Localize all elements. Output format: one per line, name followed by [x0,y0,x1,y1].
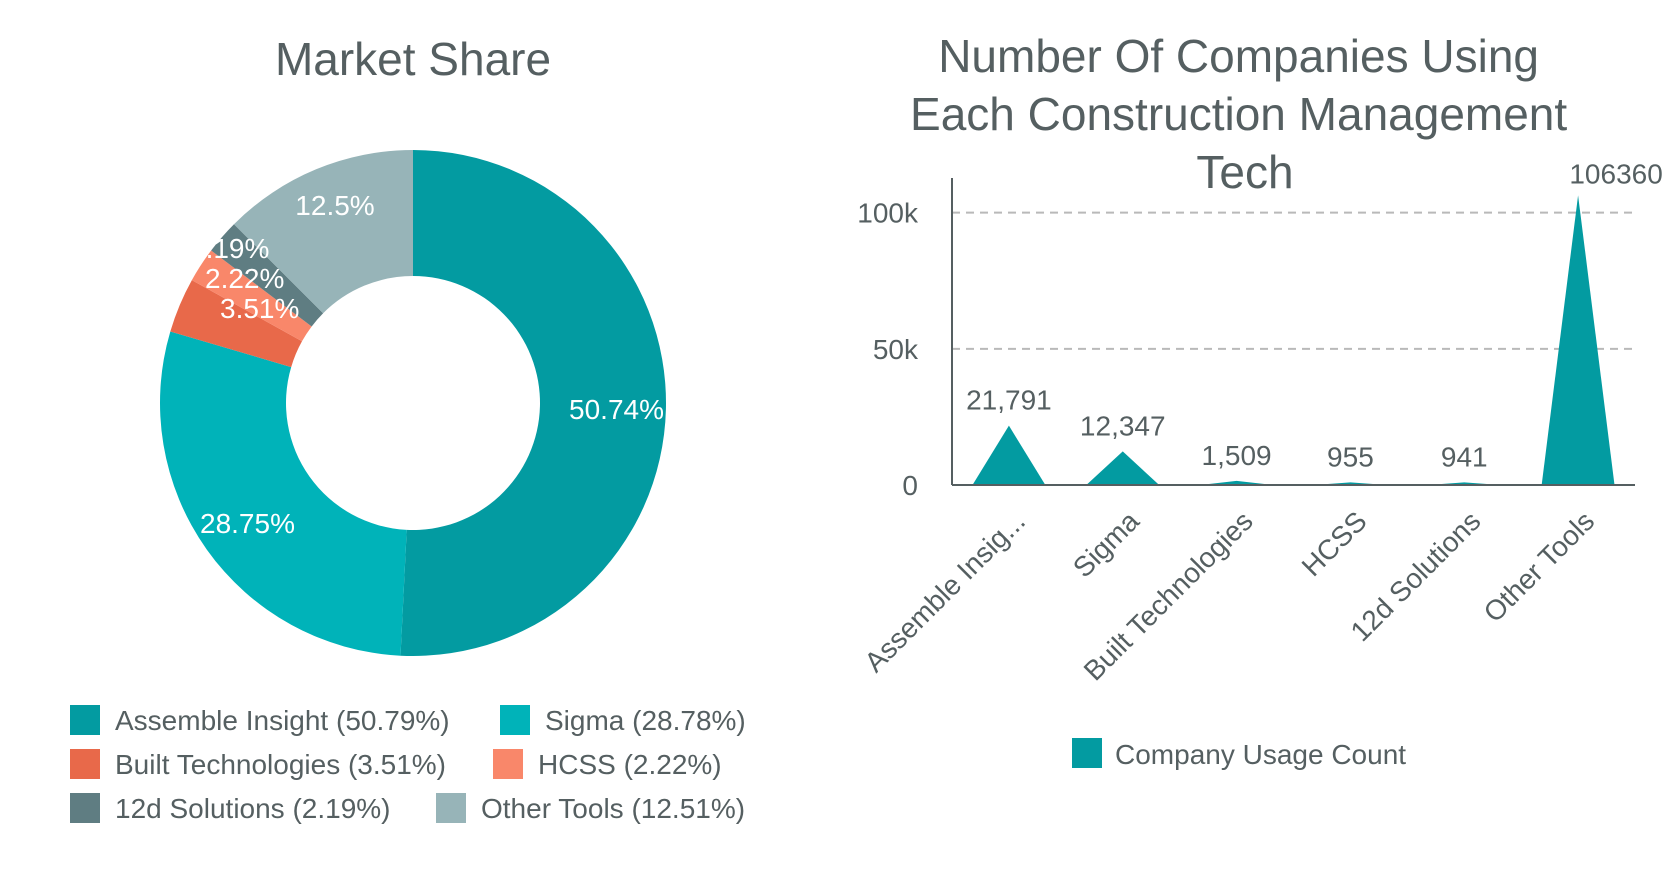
y-tick-label-0: 0 [902,470,918,501]
legend-label-4: 12d Solutions (2.19%) [115,793,391,824]
market-share-chart: Market Share 50.74% 28.75% 3.51%2.22%2.19%… [70,33,746,824]
area-mark-5 [1541,195,1615,485]
legend-item-company-usage: Company Usage Count [1072,738,1406,770]
x-tick-label-5: Other Tools [1478,505,1601,628]
data-label-0: 21,791 [966,385,1052,416]
data-label-5: 106360 [1569,158,1662,189]
y-tick-labels: 0 50k 100k [857,198,919,501]
area-mark-1 [1086,451,1160,485]
legend-swatch-3 [493,749,523,779]
company-usage-title-line-2: Each Construction Management [910,88,1567,140]
donut-slice-3 [191,250,312,342]
donut-slice-0 [400,150,666,656]
data-label-2: 1,509 [1202,440,1272,471]
donut-slice-1 [160,331,407,656]
legend-label-1: Sigma (28.78%) [545,705,746,736]
donut-label-1: 28.75% [200,508,295,539]
legend-item-0: Assemble Insight (50.79%) [70,705,450,736]
legend-swatch-0 [70,705,100,735]
donut-label-5: 12.5% [295,190,374,221]
area-mark-2 [1200,480,1274,485]
donut-labels: 50.74% 28.75% 3.51%2.22%2.19% 12.5% [190,190,664,539]
donut-slices [160,150,666,656]
donut-label-4: 2.19% [190,233,269,264]
data-label-3: 955 [1327,441,1374,472]
donut-slice-2 [170,280,302,368]
company-usage-title: Number Of Companies Using Each Construct… [910,30,1580,198]
area-mark-0 [972,425,1046,485]
y-gridlines [952,211,1635,350]
company-usage-legend: Company Usage Count [1072,738,1406,770]
legend-label-5: Other Tools (12.51%) [481,793,745,824]
axes [951,178,1635,486]
legend-swatch-company-usage [1072,738,1102,768]
data-labels: 21,791 12,347 1,509 955 941 106360 [966,158,1663,472]
y-tick-label-2: 100k [857,198,919,229]
legend-label-2: Built Technologies (3.51%) [115,749,446,780]
donut-slice-5 [233,150,413,314]
donut-slice-4 [211,224,324,327]
legend-item-2: Built Technologies (3.51%) [70,749,446,780]
legend-item-1: Sigma (28.78%) [500,705,746,736]
market-share-title: Market Share [275,33,551,85]
legend-swatch-4 [70,793,100,823]
x-tick-label-0: Assemble Insig... [858,505,1031,678]
legend-label-company-usage: Company Usage Count [1115,739,1406,770]
legend-item-3: HCSS (2.22%) [493,749,722,780]
area-marks [972,195,1615,485]
market-share-legend: Assemble Insight (50.79%) Sigma (28.78%) B… [70,705,746,824]
company-usage-chart: Number Of Companies Using Each Construct… [857,30,1663,770]
donut-label-0: 50.74% [569,394,664,425]
legend-label-3: HCSS (2.22%) [538,749,722,780]
legend-swatch-1 [500,705,530,735]
data-label-4: 941 [1441,441,1488,472]
company-usage-title-line-1: Number Of Companies Using [938,30,1539,82]
legend-item-5: Other Tools (12.51%) [436,793,745,824]
company-usage-title-line-3: Tech [1196,146,1293,198]
x-tick-label-3: HCSS [1296,505,1373,582]
data-label-1: 12,347 [1080,410,1166,441]
donut-label-2: 3.51% [220,293,299,324]
legend-label-0: Assemble Insight (50.79%) [115,705,450,736]
donut-label-3: 2.22% [205,263,284,294]
legend-swatch-5 [436,793,466,823]
legend-item-4: 12d Solutions (2.19%) [70,793,391,824]
y-tick-label-1: 50k [873,334,919,365]
legend-swatch-2 [70,749,100,779]
x-tick-label-1: Sigma [1067,505,1145,583]
